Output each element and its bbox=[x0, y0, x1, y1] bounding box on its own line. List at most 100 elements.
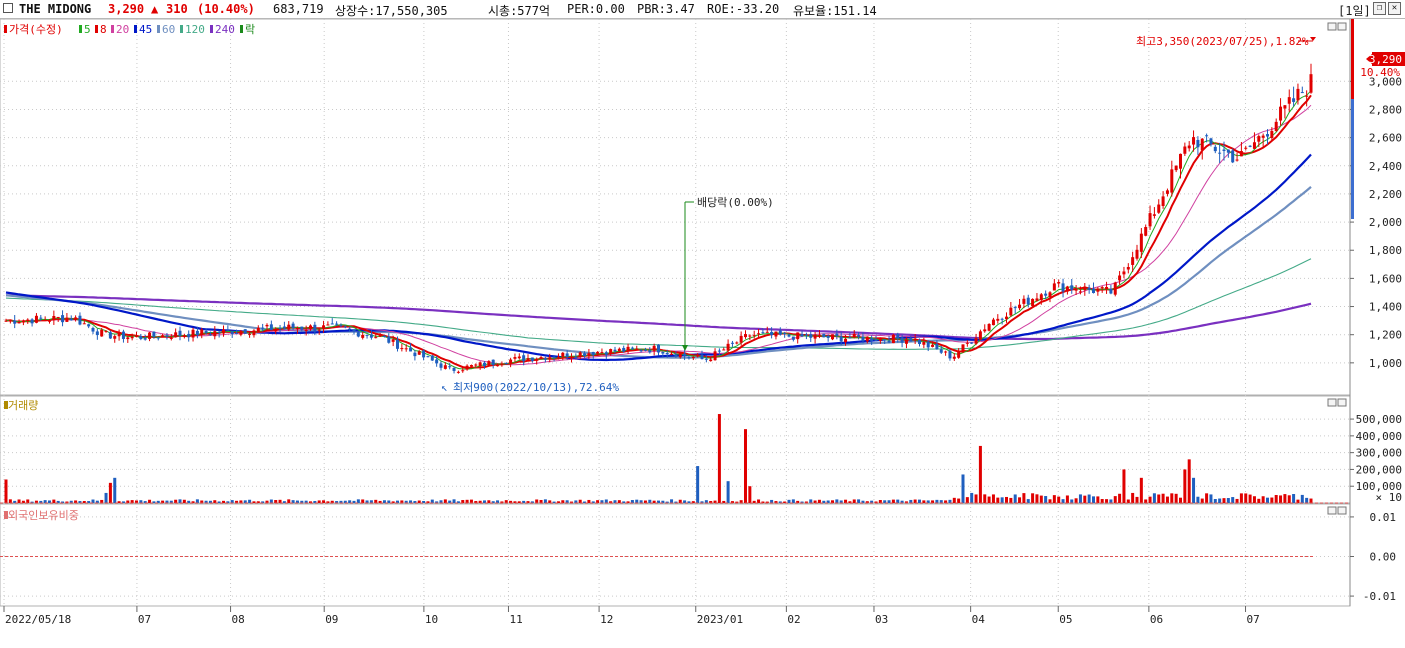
candle-body bbox=[291, 323, 295, 329]
volume-bar bbox=[82, 501, 86, 503]
change-up-icon: ▲ bbox=[151, 2, 159, 16]
volume-bar bbox=[900, 500, 904, 503]
volume-bar bbox=[974, 494, 978, 503]
volume-bar bbox=[56, 500, 60, 503]
candle-body bbox=[148, 332, 152, 339]
volume-bar bbox=[274, 500, 278, 503]
minimize-panel-icon[interactable] bbox=[1327, 506, 1337, 515]
candle-body bbox=[317, 329, 321, 331]
candle-body bbox=[1131, 257, 1135, 265]
candle-body bbox=[613, 349, 617, 352]
volume-bar bbox=[809, 499, 813, 503]
candle-body bbox=[1109, 288, 1113, 294]
volume-bar bbox=[787, 499, 791, 503]
volume-bar bbox=[1270, 497, 1274, 503]
volume-bar bbox=[952, 497, 956, 503]
foreign-panel-controls[interactable] bbox=[1327, 506, 1347, 515]
volume-panel[interactable] bbox=[0, 395, 1351, 504]
candle-body bbox=[617, 348, 621, 352]
close-icon[interactable]: ✕ bbox=[1388, 2, 1401, 15]
candle-body bbox=[387, 336, 391, 343]
candle-body bbox=[26, 319, 30, 322]
volume-bar bbox=[239, 500, 243, 503]
maximize-panel-icon[interactable] bbox=[1337, 506, 1347, 515]
candle-body bbox=[1048, 292, 1052, 298]
candle-body bbox=[791, 336, 795, 340]
candle-body bbox=[335, 323, 339, 325]
candle-body bbox=[1044, 293, 1048, 296]
legend-marker bbox=[79, 25, 82, 33]
volume-bar bbox=[1044, 496, 1048, 503]
candle-body bbox=[187, 333, 191, 338]
candle-body bbox=[278, 328, 282, 330]
volume-bar bbox=[939, 500, 943, 503]
volume-bar bbox=[1296, 499, 1300, 503]
candle-body bbox=[422, 350, 426, 358]
period-selector-button[interactable]: [1일] bbox=[1338, 4, 1371, 18]
volume-bar bbox=[161, 500, 165, 503]
volume-bar bbox=[43, 500, 47, 503]
volume-bar bbox=[600, 500, 604, 503]
volume-bar bbox=[148, 499, 152, 503]
volume-bar bbox=[222, 500, 225, 503]
volume-bar bbox=[1013, 494, 1017, 503]
candle-body bbox=[56, 316, 60, 318]
volume-bar bbox=[683, 500, 687, 503]
candle-body bbox=[1022, 298, 1026, 304]
price-panel[interactable] bbox=[0, 19, 1351, 396]
volume-bar bbox=[987, 496, 991, 503]
volume-panel-controls[interactable] bbox=[1327, 398, 1347, 407]
volume-bar bbox=[1287, 495, 1291, 503]
roe-value: ROE:-33.20 bbox=[707, 2, 780, 16]
volume-bar bbox=[1187, 459, 1191, 503]
candle-body bbox=[417, 351, 421, 355]
candle-body bbox=[1139, 233, 1143, 252]
change-value: 310 bbox=[166, 2, 188, 16]
volume-bar bbox=[295, 500, 299, 503]
candle-body bbox=[778, 330, 782, 335]
candle-body bbox=[4, 320, 8, 322]
candle-body bbox=[1018, 304, 1022, 309]
select-checkbox[interactable] bbox=[3, 3, 13, 13]
candle-body bbox=[1035, 298, 1039, 301]
volume-bar bbox=[630, 500, 634, 503]
candle-body bbox=[404, 348, 408, 350]
minimize-panel-icon[interactable] bbox=[1327, 398, 1337, 407]
volume-bar bbox=[300, 500, 304, 503]
legend-marker bbox=[4, 25, 7, 33]
candle-body bbox=[744, 334, 747, 338]
volume-bar bbox=[61, 501, 65, 503]
volume-bar bbox=[456, 501, 460, 503]
candle-body bbox=[561, 352, 565, 357]
candle-body bbox=[104, 330, 108, 332]
legend-marker bbox=[157, 25, 160, 33]
foreign-tick-label: 0.00 bbox=[1370, 551, 1397, 564]
minimize-panel-icon[interactable] bbox=[1327, 22, 1337, 31]
volume-bar bbox=[465, 499, 469, 503]
volume-bar bbox=[409, 500, 413, 503]
legend-item: 8 bbox=[100, 23, 107, 36]
maximize-panel-icon[interactable] bbox=[1337, 22, 1347, 31]
volume-bar bbox=[704, 500, 708, 503]
foreign-ownership-panel[interactable] bbox=[0, 503, 1351, 607]
volume-bar bbox=[387, 500, 391, 503]
volume-bar bbox=[1309, 498, 1313, 503]
restore-icon[interactable]: ❐ bbox=[1373, 2, 1386, 15]
price-panel-controls[interactable] bbox=[1327, 22, 1347, 31]
volume-bar bbox=[1218, 498, 1222, 503]
maximize-panel-icon[interactable] bbox=[1337, 398, 1347, 407]
volume-bar bbox=[1126, 499, 1130, 503]
candle-body bbox=[918, 339, 921, 344]
candle-body bbox=[309, 325, 312, 330]
stock-chart[interactable]: 3,000 2,800 2,600 2,400 2,200 2,000 1,800 1,600… bbox=[0, 19, 1405, 648]
candle-body bbox=[822, 333, 826, 338]
candle-body bbox=[748, 335, 752, 337]
candle-body bbox=[709, 359, 713, 362]
volume-bar bbox=[770, 499, 774, 503]
candle-body bbox=[1239, 151, 1243, 157]
candle-body bbox=[21, 320, 25, 323]
volume-bar bbox=[961, 474, 965, 503]
volume-bar bbox=[539, 499, 543, 503]
candle-body bbox=[1005, 316, 1008, 319]
volume-bar bbox=[78, 501, 82, 503]
